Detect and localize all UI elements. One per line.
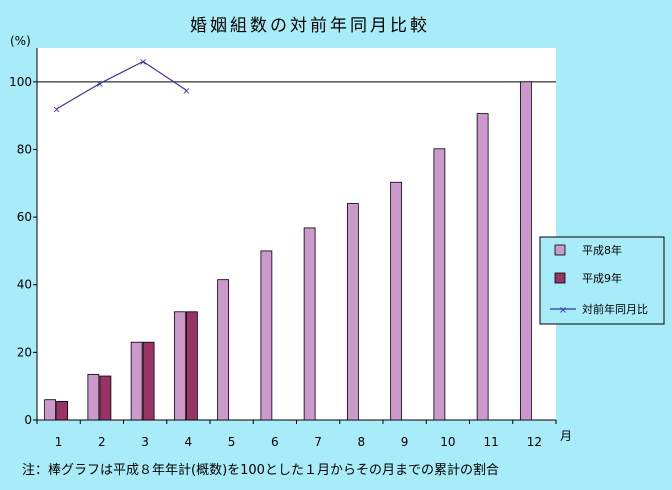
legend-marker-ratio: × — [559, 305, 567, 316]
bar-h9-3 — [142, 341, 155, 421]
y-tick-label: 60 — [17, 210, 32, 224]
x-tick-label: 3 — [141, 435, 149, 449]
x-axis: 1 2 3 4 5 6 7 8 9 10 11 12 — [36, 419, 557, 449]
x-tick-label: 2 — [98, 435, 106, 449]
bar-h9-4 — [185, 311, 198, 421]
x-axis-label: 月 — [560, 429, 572, 443]
x-tick-label: 7 — [314, 435, 322, 449]
x-tick-label: 1 — [55, 435, 63, 449]
footnote: 注：棒グラフは平成８年年計(概数)を100とした１月からその月までの累計の割合 — [22, 462, 499, 478]
bar-h8-10 — [433, 148, 446, 421]
x-tick-label: 6 — [271, 435, 279, 449]
bar-h8-12 — [519, 81, 532, 421]
bar-h8-1 — [44, 399, 57, 421]
y-tick-label: 80 — [17, 142, 32, 156]
legend-swatch-h9 — [554, 272, 566, 284]
bar-h9-2 — [99, 375, 112, 421]
legend-label-ratio: 対前年同月比 — [582, 302, 648, 316]
ratio-point-marker: × — [139, 57, 147, 68]
bar-h8-2 — [87, 373, 100, 421]
x-tick-label: 4 — [185, 435, 193, 449]
legend-label-h8: 平成8年 — [582, 243, 622, 257]
legend-swatch-h8 — [554, 244, 566, 256]
bar-h8-11 — [476, 113, 489, 421]
bar-h8-6 — [260, 250, 273, 421]
y-axis-unit: (%) — [10, 34, 31, 48]
ratio-point-marker: × — [52, 104, 60, 115]
x-tick-label: 10 — [440, 435, 455, 449]
ratio-point-marker: × — [182, 86, 190, 97]
ratio-polyline — [56, 60, 187, 110]
bar-h8-3 — [130, 341, 143, 421]
bar-h8-4 — [173, 311, 186, 421]
ratio-point-marker: × — [96, 79, 104, 90]
x-tick-label: 8 — [358, 435, 366, 449]
legend: 平成8年 平成9年 × 対前年同月比 — [539, 236, 665, 325]
ratio-line: × × × × — [52, 57, 190, 115]
chart-title: 婚姻組数の対前年同月比較 — [190, 16, 430, 36]
legend-label-h9: 平成9年 — [582, 271, 622, 285]
bar-h8-9 — [390, 181, 403, 421]
bar-h8-7 — [303, 227, 316, 421]
y-tick-label: 40 — [17, 278, 32, 292]
bar-h9-1 — [56, 400, 69, 421]
x-tick-label: 11 — [483, 435, 498, 449]
x-tick-label: 5 — [228, 435, 236, 449]
plot-area — [37, 48, 556, 420]
x-tick-label: 9 — [401, 435, 409, 449]
x-tick-label: 12 — [527, 435, 542, 449]
y-tick-label: 100 — [9, 75, 32, 89]
y-tick-label: 0 — [24, 413, 32, 427]
y-axis: 0 20 40 60 80 100 — [9, 48, 38, 427]
bar-h8-5 — [217, 279, 230, 421]
bar-h8-8 — [346, 203, 359, 421]
bars — [37, 81, 556, 421]
y-tick-label: 20 — [17, 345, 32, 359]
